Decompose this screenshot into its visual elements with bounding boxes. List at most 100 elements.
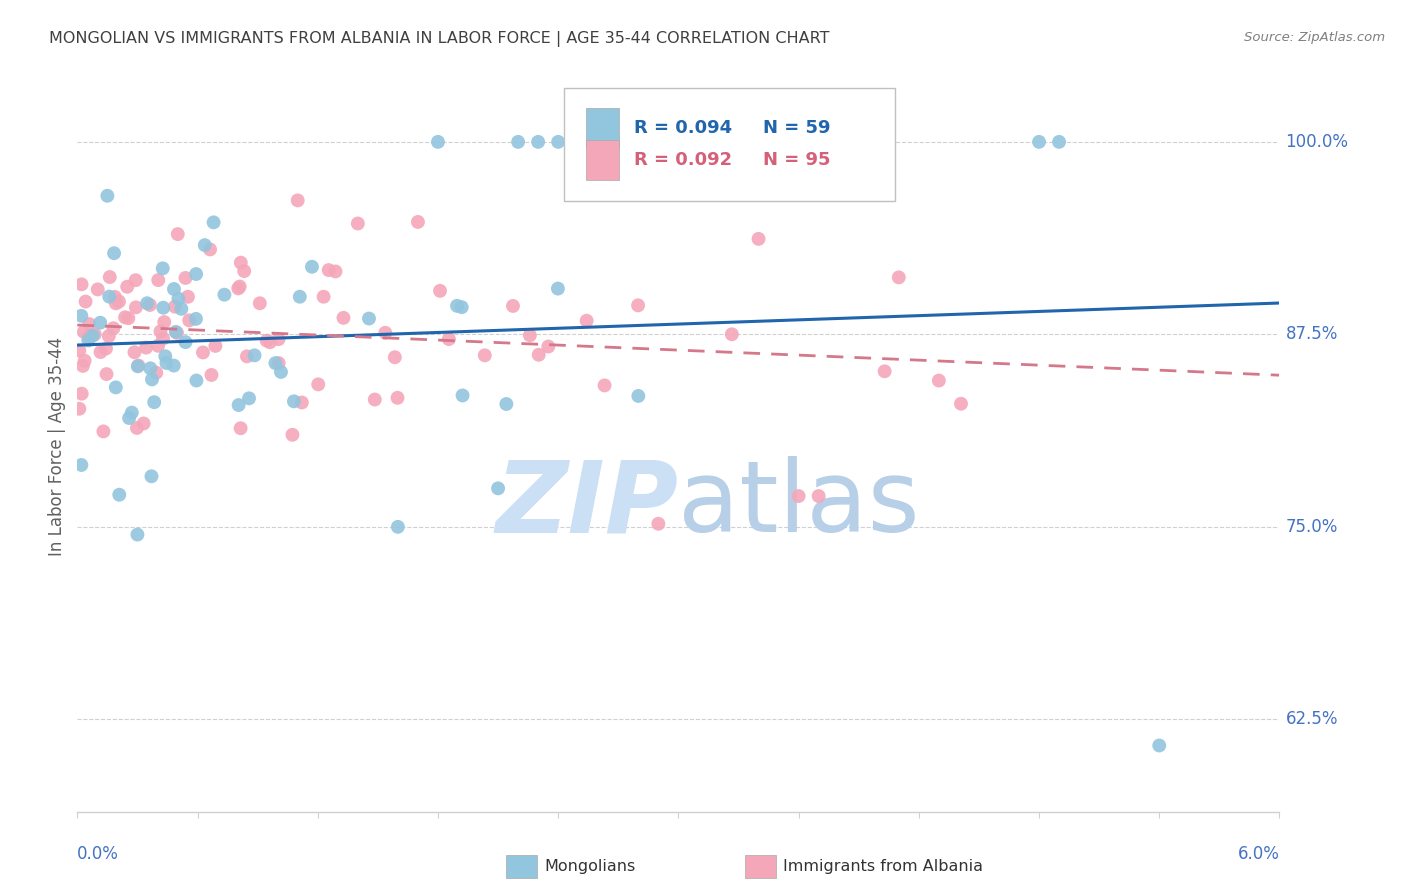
Point (70, 458, 93, 472)
Point (177, 290, 200, 304)
Point (527, 348, 550, 362)
Point (139, 361, 162, 376)
Point (152, 301, 174, 315)
Point (108, 294, 131, 309)
Point (166, 326, 188, 340)
Point (787, 489, 810, 503)
Point (281, 427, 304, 442)
Point (115, 279, 138, 293)
Point (307, 377, 329, 392)
Point (163, 300, 186, 314)
Point (124, 273, 146, 287)
Point (96, 367, 118, 381)
Point (627, 389, 650, 403)
Point (103, 246, 125, 260)
Point (163, 359, 186, 373)
Point (270, 365, 292, 379)
Point (384, 350, 406, 364)
Point (166, 227, 188, 241)
Point (155, 349, 177, 363)
Point (94, 342, 117, 356)
Text: 87.5%: 87.5% (1285, 326, 1339, 343)
Point (364, 392, 387, 407)
Point (451, 388, 474, 402)
Point (117, 311, 139, 326)
Point (547, 282, 569, 296)
Point (243, 348, 266, 362)
Point (79, 328, 101, 343)
Point (256, 334, 278, 348)
Point (127, 359, 149, 374)
Point (141, 469, 163, 483)
Point (527, 135, 550, 149)
Point (174, 271, 197, 285)
Point (228, 279, 250, 293)
Point (291, 395, 314, 409)
Point (202, 215, 225, 229)
Point (167, 292, 190, 306)
Point (163, 282, 186, 296)
Point (347, 217, 370, 231)
Point (928, 374, 950, 388)
Point (132, 417, 155, 431)
Point (153, 315, 176, 329)
Point (104, 290, 127, 304)
Text: 0.0%: 0.0% (77, 845, 120, 863)
Text: Mongolians: Mongolians (544, 859, 636, 873)
Point (502, 299, 524, 313)
Point (214, 287, 236, 301)
Text: MONGOLIAN VS IMMIGRANTS FROM ALBANIA IN LABOR FORCE | AGE 35-44 CORRELATION CHAR: MONGOLIAN VS IMMIGRANTS FROM ALBANIA IN … (49, 31, 830, 47)
Point (283, 394, 305, 409)
Point (98, 270, 121, 285)
FancyBboxPatch shape (586, 140, 620, 180)
FancyBboxPatch shape (586, 108, 620, 148)
Point (647, 516, 669, 531)
Point (486, 481, 509, 495)
Point (495, 397, 517, 411)
Point (97, 329, 120, 343)
Point (748, 232, 770, 246)
Point (191, 345, 214, 359)
Point (67, 401, 90, 416)
Point (118, 411, 141, 425)
Text: 6.0%: 6.0% (1237, 845, 1279, 863)
Point (70, 277, 93, 292)
Point (1028, 135, 1050, 149)
Point (72, 359, 94, 373)
Point (139, 298, 162, 312)
Point (108, 488, 131, 502)
Point (429, 284, 451, 298)
Point (148, 273, 170, 287)
Point (89, 316, 111, 330)
Point (406, 215, 429, 229)
Point (721, 327, 744, 342)
Text: Immigrants from Albania: Immigrants from Albania (783, 859, 983, 873)
Point (73, 325, 96, 339)
Point (508, 135, 530, 149)
Point (233, 264, 256, 278)
Point (238, 392, 260, 406)
Point (249, 296, 271, 310)
Point (152, 261, 174, 276)
Point (267, 356, 290, 370)
Point (387, 391, 409, 405)
Point (77, 317, 100, 331)
Point (104, 380, 127, 394)
Point (318, 263, 340, 277)
Point (114, 310, 136, 325)
Point (73, 353, 96, 368)
Text: N = 95: N = 95 (762, 152, 830, 169)
Point (184, 311, 207, 326)
Point (593, 378, 616, 392)
Point (145, 366, 167, 380)
Point (1047, 135, 1070, 149)
Point (547, 135, 569, 149)
Point (287, 194, 309, 208)
Point (1149, 739, 1171, 753)
Point (146, 339, 169, 353)
Point (104, 296, 127, 310)
Point (98, 290, 121, 304)
Point (82, 328, 104, 343)
Point (67, 343, 90, 358)
Point (93, 425, 115, 439)
